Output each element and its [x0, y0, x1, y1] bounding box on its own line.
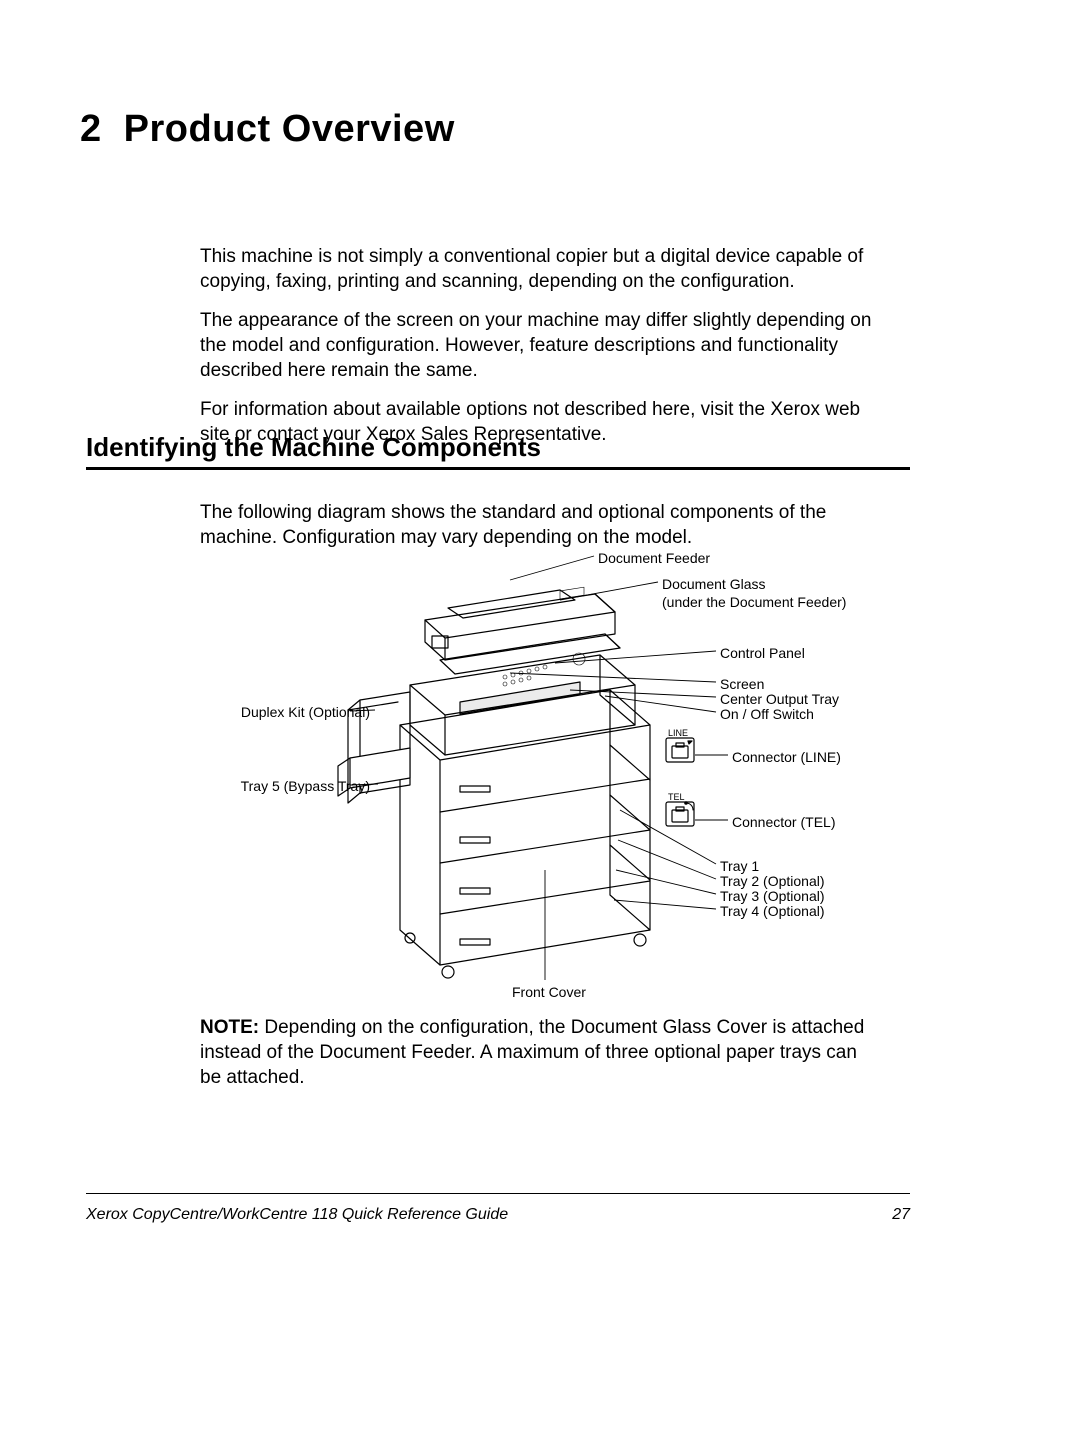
- page-number: 27: [892, 1206, 910, 1224]
- callout-label: Front Cover: [512, 984, 586, 1002]
- page: 2 Product Overview This machine is not si…: [0, 0, 1080, 1437]
- callout-label: Control Panel: [720, 645, 805, 663]
- callout-label: Document Glass(under the Document Feeder…: [662, 576, 846, 611]
- callout-label: Connector (LINE): [732, 749, 841, 767]
- machine-svg: LINE TEL: [200, 550, 900, 1000]
- callout-label: Document Feeder: [598, 550, 710, 568]
- section-rule: [86, 467, 910, 470]
- diagram-intro: The following diagram shows the standard…: [200, 500, 880, 550]
- note-text: Depending on the configuration, the Docu…: [200, 1017, 864, 1088]
- note-paragraph: NOTE: Depending on the configuration, th…: [200, 1015, 880, 1090]
- footer-text: Xerox CopyCentre/WorkCentre 118 Quick Re…: [86, 1206, 508, 1224]
- chapter-title-text: Product Overview: [124, 108, 455, 150]
- connector-tel-minilabel: TEL: [668, 792, 685, 802]
- chapter-number: 2: [80, 108, 102, 150]
- note-prefix: NOTE:: [200, 1017, 259, 1038]
- chapter-title: 2 Product Overview: [80, 108, 455, 151]
- section-title: Identifying the Machine Components: [86, 432, 541, 463]
- callout-label: On / Off Switch: [720, 706, 814, 724]
- intro-block: This machine is not simply a conventiona…: [200, 244, 880, 462]
- callout-label: Duplex Kit (Optional): [210, 704, 370, 722]
- callout-label: Tray 5 (Bypass Tray): [210, 778, 370, 796]
- machine-components-diagram: LINE TEL Duplex Kit (Optional) Tray 5 (By…: [200, 550, 900, 1000]
- intro-p2: The appearance of the screen on your mac…: [200, 308, 880, 383]
- footer-rule: [86, 1193, 910, 1194]
- connector-line-minilabel: LINE: [668, 728, 688, 738]
- callout-label: Connector (TEL): [732, 814, 835, 832]
- callout-label: Tray 4 (Optional): [720, 903, 825, 921]
- intro-p1: This machine is not simply a conventiona…: [200, 244, 880, 294]
